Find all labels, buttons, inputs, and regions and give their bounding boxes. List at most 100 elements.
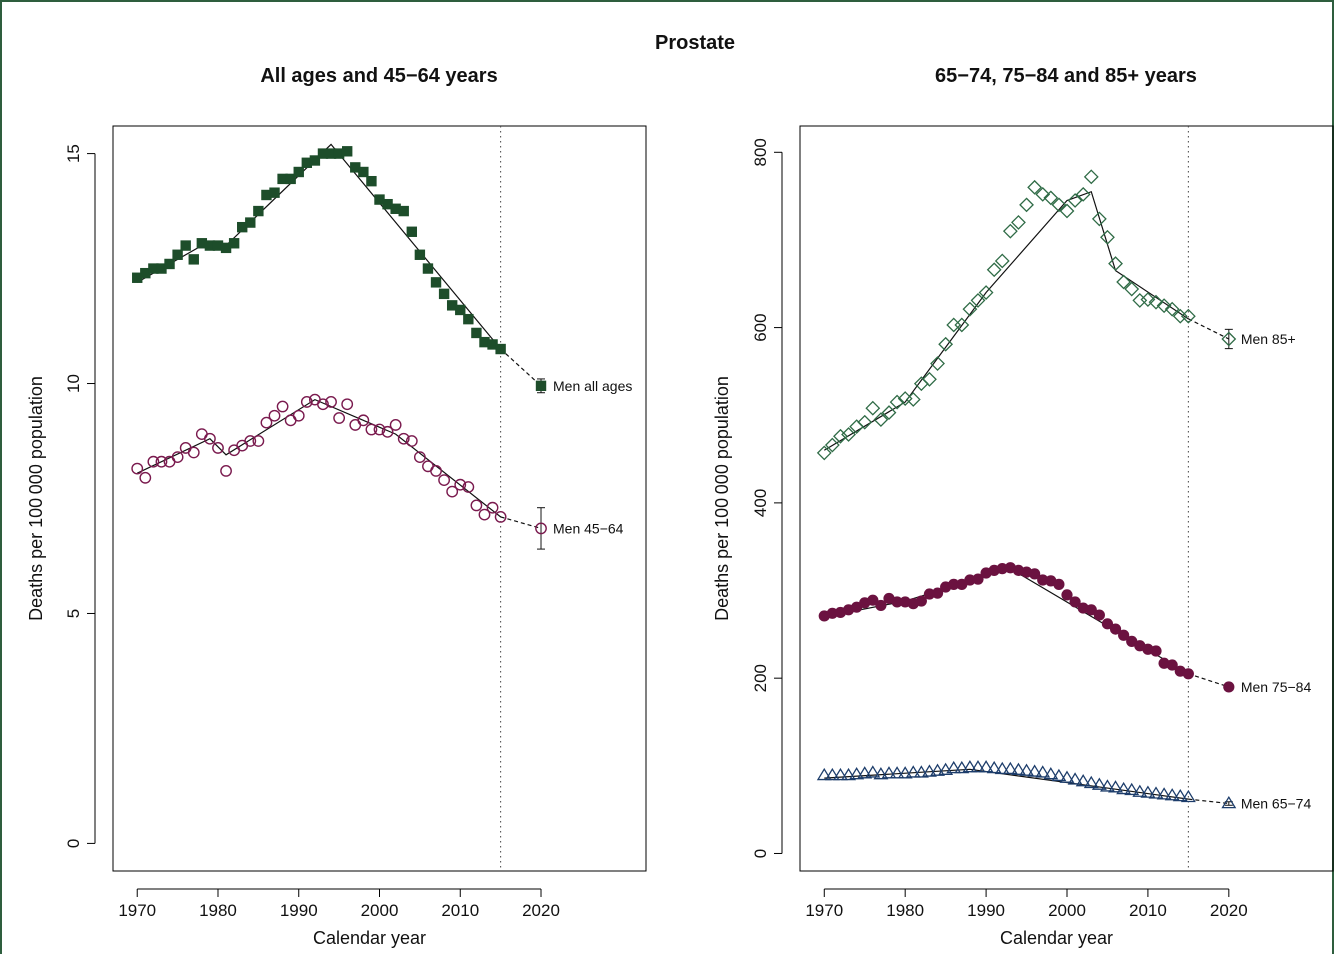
x-tick-label: 1970 bbox=[118, 901, 156, 920]
data-point bbox=[994, 761, 1010, 775]
data-point bbox=[1027, 764, 1043, 777]
data-point bbox=[187, 446, 200, 459]
data-point bbox=[220, 242, 232, 254]
data-point bbox=[486, 501, 499, 514]
data-point bbox=[1075, 774, 1091, 787]
data-point bbox=[1164, 301, 1180, 317]
data-point bbox=[841, 427, 856, 442]
series-men-45-64: Men 45−64 bbox=[131, 393, 624, 550]
data-point bbox=[300, 396, 313, 408]
data-point bbox=[422, 263, 434, 274]
data-point bbox=[1150, 645, 1162, 657]
series-label: Men 85+ bbox=[1241, 331, 1296, 347]
panel-older-ages: 65−74, 75−84 and 85+ years Calendar year D… bbox=[712, 65, 1334, 948]
data-point bbox=[996, 563, 1008, 575]
y-tick-label: 5 bbox=[64, 609, 83, 618]
data-point bbox=[455, 304, 466, 316]
data-point bbox=[261, 189, 272, 201]
projection-line bbox=[1188, 673, 1230, 688]
y-tick-label: 400 bbox=[751, 489, 770, 517]
data-point bbox=[946, 760, 962, 774]
data-point bbox=[841, 767, 856, 781]
data-point bbox=[220, 465, 232, 477]
data-point bbox=[357, 414, 370, 427]
data-point bbox=[930, 356, 945, 371]
data-point bbox=[1002, 223, 1018, 239]
data-point bbox=[430, 277, 442, 288]
data-point bbox=[1002, 761, 1018, 775]
data-point bbox=[1140, 785, 1156, 798]
data-point bbox=[962, 301, 978, 317]
data-point bbox=[881, 405, 897, 421]
data-point bbox=[881, 766, 897, 779]
data-point bbox=[1118, 629, 1130, 641]
data-point bbox=[148, 263, 159, 274]
data-point bbox=[358, 166, 369, 178]
data-point bbox=[1108, 780, 1123, 793]
data-point bbox=[865, 765, 881, 778]
data-point bbox=[931, 587, 944, 599]
data-point bbox=[972, 573, 984, 585]
data-point bbox=[875, 599, 887, 612]
y-axis-label: Deaths per 100 000 population bbox=[712, 376, 732, 621]
data-point bbox=[1164, 788, 1180, 801]
data-point bbox=[962, 760, 978, 773]
data-point bbox=[1180, 308, 1196, 324]
data-point bbox=[478, 508, 491, 521]
data-point bbox=[824, 437, 840, 453]
data-point bbox=[1100, 229, 1115, 245]
data-point bbox=[1051, 768, 1067, 782]
data-point bbox=[268, 409, 281, 422]
data-point bbox=[1035, 186, 1051, 202]
data-point bbox=[1051, 197, 1067, 213]
x-tick-label: 1970 bbox=[805, 901, 843, 920]
data-point bbox=[132, 272, 143, 283]
data-point bbox=[365, 423, 378, 436]
trend-line bbox=[136, 143, 502, 350]
data-point bbox=[260, 416, 273, 429]
projection-point bbox=[1221, 331, 1237, 347]
data-point bbox=[156, 263, 167, 274]
data-point bbox=[1148, 294, 1164, 310]
data-point bbox=[390, 203, 401, 214]
x-tick-label: 2020 bbox=[522, 901, 560, 920]
data-point bbox=[1069, 596, 1081, 608]
data-point bbox=[430, 465, 442, 477]
data-point bbox=[897, 766, 913, 779]
data-point bbox=[374, 194, 385, 205]
data-point bbox=[1075, 186, 1091, 202]
data-point bbox=[1027, 179, 1043, 195]
y-tick-label: 15 bbox=[64, 144, 83, 163]
data-point bbox=[938, 336, 954, 352]
data-point bbox=[253, 205, 264, 217]
data-point bbox=[140, 267, 151, 279]
data-point bbox=[930, 763, 945, 776]
y-tick-label: 600 bbox=[751, 313, 770, 341]
x-tick-label: 1990 bbox=[280, 901, 318, 920]
data-point bbox=[180, 240, 191, 251]
data-point bbox=[1043, 767, 1059, 780]
data-point bbox=[487, 339, 498, 350]
data-point bbox=[1166, 659, 1178, 671]
data-point bbox=[905, 392, 921, 407]
data-point bbox=[1019, 763, 1034, 776]
data-point bbox=[438, 288, 450, 300]
data-point bbox=[913, 765, 929, 778]
data-point bbox=[414, 249, 426, 260]
data-point bbox=[923, 588, 936, 600]
plot-area bbox=[112, 125, 647, 872]
trend-line bbox=[824, 768, 1189, 800]
x-tick-label: 2000 bbox=[361, 901, 399, 920]
data-point bbox=[970, 292, 986, 308]
data-point bbox=[889, 766, 905, 779]
data-point bbox=[857, 414, 873, 430]
data-point bbox=[366, 175, 377, 187]
data-point bbox=[1124, 281, 1140, 297]
data-point bbox=[824, 767, 840, 781]
data-point bbox=[905, 765, 921, 778]
data-point bbox=[994, 253, 1010, 269]
y-tick-label: 0 bbox=[751, 849, 770, 858]
data-point bbox=[867, 594, 879, 606]
panel-all-ages: All ages and 45−64 years Calendar year Dea… bbox=[26, 65, 647, 948]
data-point bbox=[1083, 775, 1099, 789]
